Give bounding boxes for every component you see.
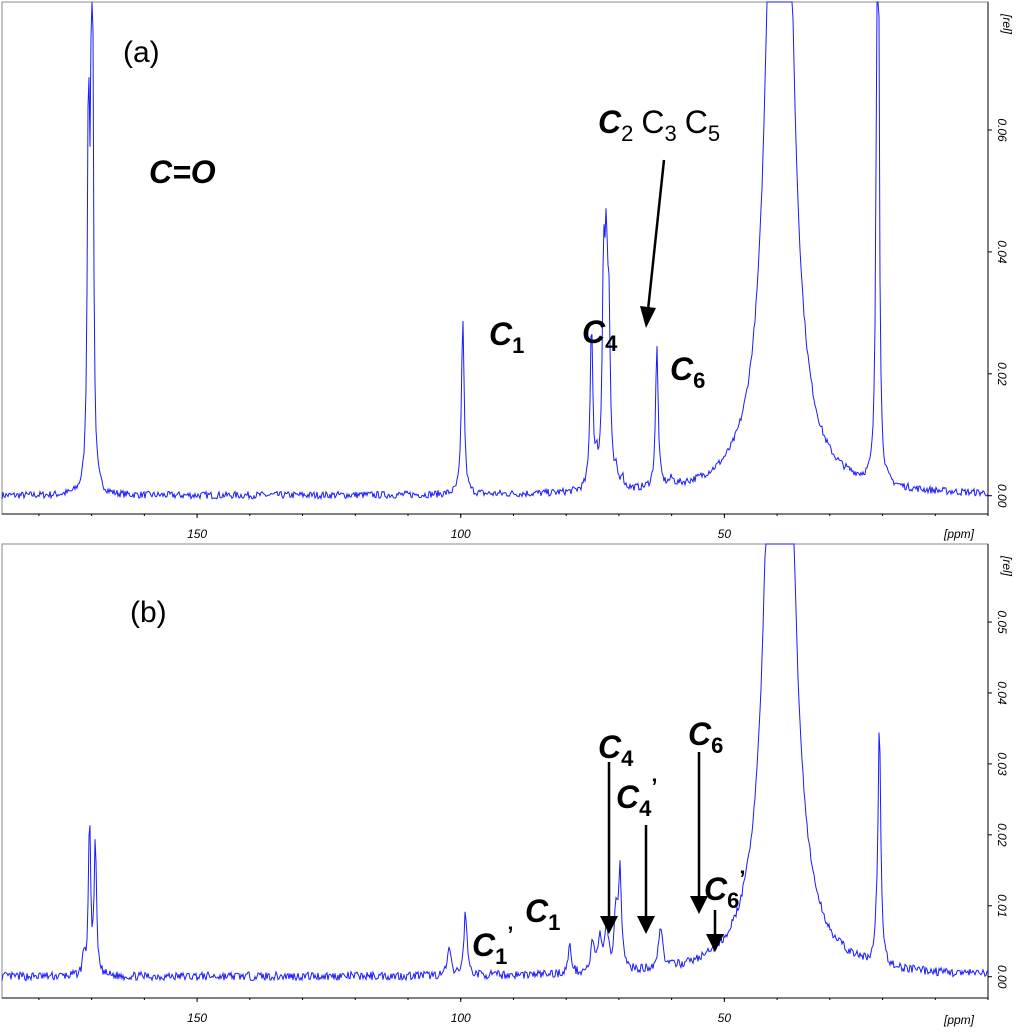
- panel-b-x-ticks: 150 100 50: [38, 998, 989, 1025]
- arrow-c6: [690, 752, 708, 914]
- x-tick-label: 50: [718, 1011, 732, 1025]
- panel-b: 150 100 50 0.000.010.020.030.040.05 [ppm] …: [1, 543, 1014, 1027]
- label-c4-b: C4: [598, 729, 634, 771]
- panel-a-frame: [1, 1, 989, 515]
- arrow-c4-prime: [637, 825, 655, 934]
- panel-b-tag: (b): [130, 596, 167, 629]
- label-c2-c3-c5: C2 C3 C5: [598, 104, 720, 146]
- y-tick-label: 0.06: [995, 118, 1009, 142]
- panel-b-y-unit: [rel]: [1000, 555, 1014, 577]
- label-c6: C6: [670, 351, 705, 393]
- x-tick-label: 100: [451, 1011, 471, 1025]
- x-tick-label: 50: [718, 527, 732, 541]
- panel-a-y-ticks: 0.00 0.02 0.04 0.06: [988, 118, 1009, 508]
- y-tick-label: 0.05: [995, 610, 1009, 634]
- panel-a-x-unit: [ppm]: [943, 527, 975, 541]
- x-tick-label: 100: [451, 527, 471, 541]
- panel-a: 150 100 50 0.00 0.02 0.04 0.06 [ppm] [rel] (a…: [1, 1, 1014, 541]
- panel-a-y-unit: [rel]: [1000, 13, 1014, 35]
- panel-b-x-unit: [ppm]: [943, 1013, 975, 1027]
- x-tick-label: 150: [187, 527, 207, 541]
- label-c1-prime: C1’: [472, 922, 513, 969]
- panel-b-spectrum-trace: [1, 543, 989, 982]
- y-tick-label: 0.04: [995, 240, 1009, 264]
- y-tick-label: 0.00: [995, 484, 1009, 508]
- label-c6-b: C6: [688, 716, 723, 758]
- panel-a-spectrum-trace: [1, 1, 989, 501]
- panel-a-x-ticks: 150 100 50: [38, 514, 989, 541]
- label-c-o: C=O: [149, 154, 216, 190]
- panel-b-y-ticks: 0.00 0.01 0.02 0.03 0.04 0.05: [988, 610, 1009, 989]
- y-tick-label: 0.03: [995, 752, 1009, 776]
- panel-a-tag: (a): [123, 36, 160, 69]
- x-tick-label: 150: [187, 1011, 207, 1025]
- y-tick-label: 0.04: [995, 681, 1009, 705]
- arrow-c6-prime: [706, 910, 724, 952]
- label-c4: C4: [582, 314, 618, 356]
- arrow-c4: [600, 762, 618, 934]
- y-tick-label: 0.00: [995, 965, 1009, 989]
- label-c4-prime: C4’: [616, 774, 657, 821]
- label-c1-b: C1: [525, 893, 560, 935]
- y-tick-label: 0.01: [995, 894, 1009, 917]
- arrow-c2-c3-c5: [640, 159, 666, 328]
- label-c1: C1: [489, 316, 524, 358]
- y-tick-label: 0.02: [995, 823, 1009, 847]
- y-tick-label: 0.02: [995, 362, 1009, 386]
- label-c6-prime: C6’: [704, 866, 745, 913]
